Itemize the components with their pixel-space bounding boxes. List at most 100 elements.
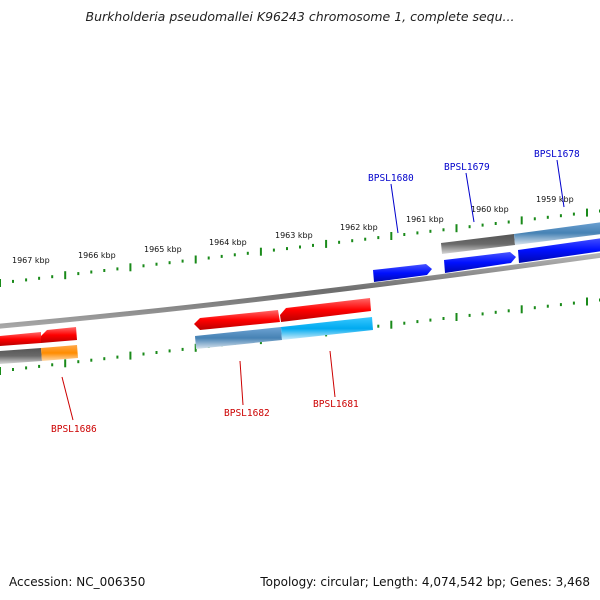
scale-label: 1965 kbp [144, 245, 182, 254]
gene-arrow-forward[interactable] [444, 252, 516, 273]
minor-tick-mark [494, 310, 497, 314]
minor-tick-mark [572, 212, 575, 216]
minor-tick-mark [51, 275, 54, 279]
minor-tick-mark [481, 312, 484, 316]
label-leader-line [61, 376, 74, 421]
minor-tick-mark [116, 267, 119, 271]
gene-arrow-reverse[interactable] [41, 327, 77, 343]
major-tick-mark [0, 367, 1, 375]
minor-tick-mark [559, 214, 562, 218]
gene-feature-steel-top[interactable] [514, 221, 600, 245]
minor-tick-mark [442, 317, 445, 320]
major-tick-mark [64, 271, 67, 280]
scale-label: 1960 kbp [471, 205, 509, 214]
minor-tick-mark [429, 318, 432, 322]
minor-tick-mark [207, 256, 210, 260]
minor-tick-mark [181, 259, 184, 263]
gene-label-reverse[interactable]: BPSL1681 [313, 399, 359, 410]
minor-tick-mark [416, 231, 419, 235]
major-tick-mark [520, 305, 523, 314]
major-tick-mark [129, 263, 132, 272]
gene-label-forward[interactable]: BPSL1680 [368, 173, 414, 184]
scale-label: 1961 kbp [406, 215, 444, 224]
minor-tick-mark [416, 320, 419, 324]
major-tick-mark [194, 255, 197, 264]
gene-feature-orange-bottom[interactable] [41, 345, 78, 361]
major-tick-mark [325, 239, 328, 248]
accession-text: Accession: NC_006350 [9, 575, 146, 589]
major-tick-mark [455, 313, 458, 321]
minor-tick-mark [233, 253, 236, 257]
scale-label: 1967 kbp [12, 256, 50, 265]
major-tick-mark [520, 216, 523, 225]
gene-feature-gray-bottom[interactable] [0, 348, 42, 364]
gene-feature-gray-top[interactable] [441, 234, 515, 254]
minor-tick-mark [246, 251, 249, 255]
genome-summary-text: Topology: circular; Length: 4,074,542 bp… [260, 575, 590, 589]
minor-tick-mark [142, 352, 145, 356]
gene-label-forward[interactable]: BPSL1679 [444, 162, 490, 173]
minor-tick-mark [533, 217, 536, 221]
minor-tick-mark [507, 309, 510, 313]
minor-tick-mark [442, 228, 445, 232]
minor-tick-mark [403, 321, 406, 325]
scale-label: 1959 kbp [536, 195, 574, 204]
major-tick-mark [455, 224, 458, 233]
minor-tick-mark [77, 360, 80, 364]
minor-tick-mark [286, 247, 288, 251]
minor-tick-mark [377, 236, 380, 240]
minor-tick-mark [351, 239, 354, 243]
minor-tick-mark [546, 304, 549, 308]
minor-tick-mark [103, 269, 106, 272]
minor-tick-mark [38, 364, 41, 368]
gene-arrow-forward[interactable] [373, 264, 432, 282]
label-leader-line [390, 183, 399, 234]
minor-tick-mark [90, 270, 93, 274]
minor-tick-mark [299, 245, 301, 249]
gene-arrow-reverse[interactable] [280, 298, 371, 322]
minor-tick-mark [168, 261, 171, 265]
minor-tick-mark [338, 240, 341, 244]
minor-tick-mark [181, 347, 184, 351]
major-tick-mark [586, 208, 588, 217]
minor-tick-mark [546, 215, 549, 219]
sequence-backbone [0, 252, 600, 329]
outer-tick-track [0, 208, 600, 287]
minor-tick-mark [90, 358, 93, 362]
label-leader-line [556, 159, 565, 208]
minor-tick-mark [155, 262, 158, 266]
label-leader-line [329, 350, 336, 398]
minor-tick-mark [12, 368, 14, 371]
minor-tick-mark [12, 279, 14, 283]
gene-label-reverse[interactable]: BPSL1686 [51, 424, 97, 435]
major-tick-mark [194, 343, 197, 352]
minor-tick-mark [481, 223, 484, 227]
minor-tick-mark [312, 243, 314, 247]
minor-tick-mark [468, 313, 471, 317]
minor-tick-mark [559, 303, 562, 307]
gene-arrow-reverse[interactable] [194, 310, 280, 330]
label-leader-line [239, 360, 244, 406]
major-tick-mark [390, 232, 393, 240]
gene-feature-cyan-bottom[interactable] [281, 317, 373, 340]
major-tick-mark [259, 247, 262, 256]
minor-tick-mark [77, 272, 80, 276]
map-title: Burkholderia pseudomallei K96243 chromos… [85, 9, 515, 24]
minor-tick-mark [403, 233, 406, 236]
minor-tick-mark [377, 324, 380, 328]
major-tick-mark [129, 351, 132, 360]
minor-tick-mark [25, 278, 28, 282]
minor-tick-mark [429, 229, 432, 233]
gene-arrow-forward[interactable] [518, 237, 600, 263]
gene-label-forward[interactable]: BPSL1678 [534, 149, 580, 160]
major-tick-mark [0, 279, 1, 287]
scale-label: 1963 kbp [275, 231, 313, 240]
label-leader-line [465, 172, 475, 223]
scale-label: 1966 kbp [78, 251, 116, 260]
minor-tick-mark [220, 254, 223, 258]
gene-arrow-reverse[interactable] [0, 332, 41, 346]
gene-feature-steel-bottom[interactable] [195, 327, 282, 349]
gene-label-reverse[interactable]: BPSL1682 [224, 408, 270, 419]
minor-tick-mark [116, 355, 119, 359]
